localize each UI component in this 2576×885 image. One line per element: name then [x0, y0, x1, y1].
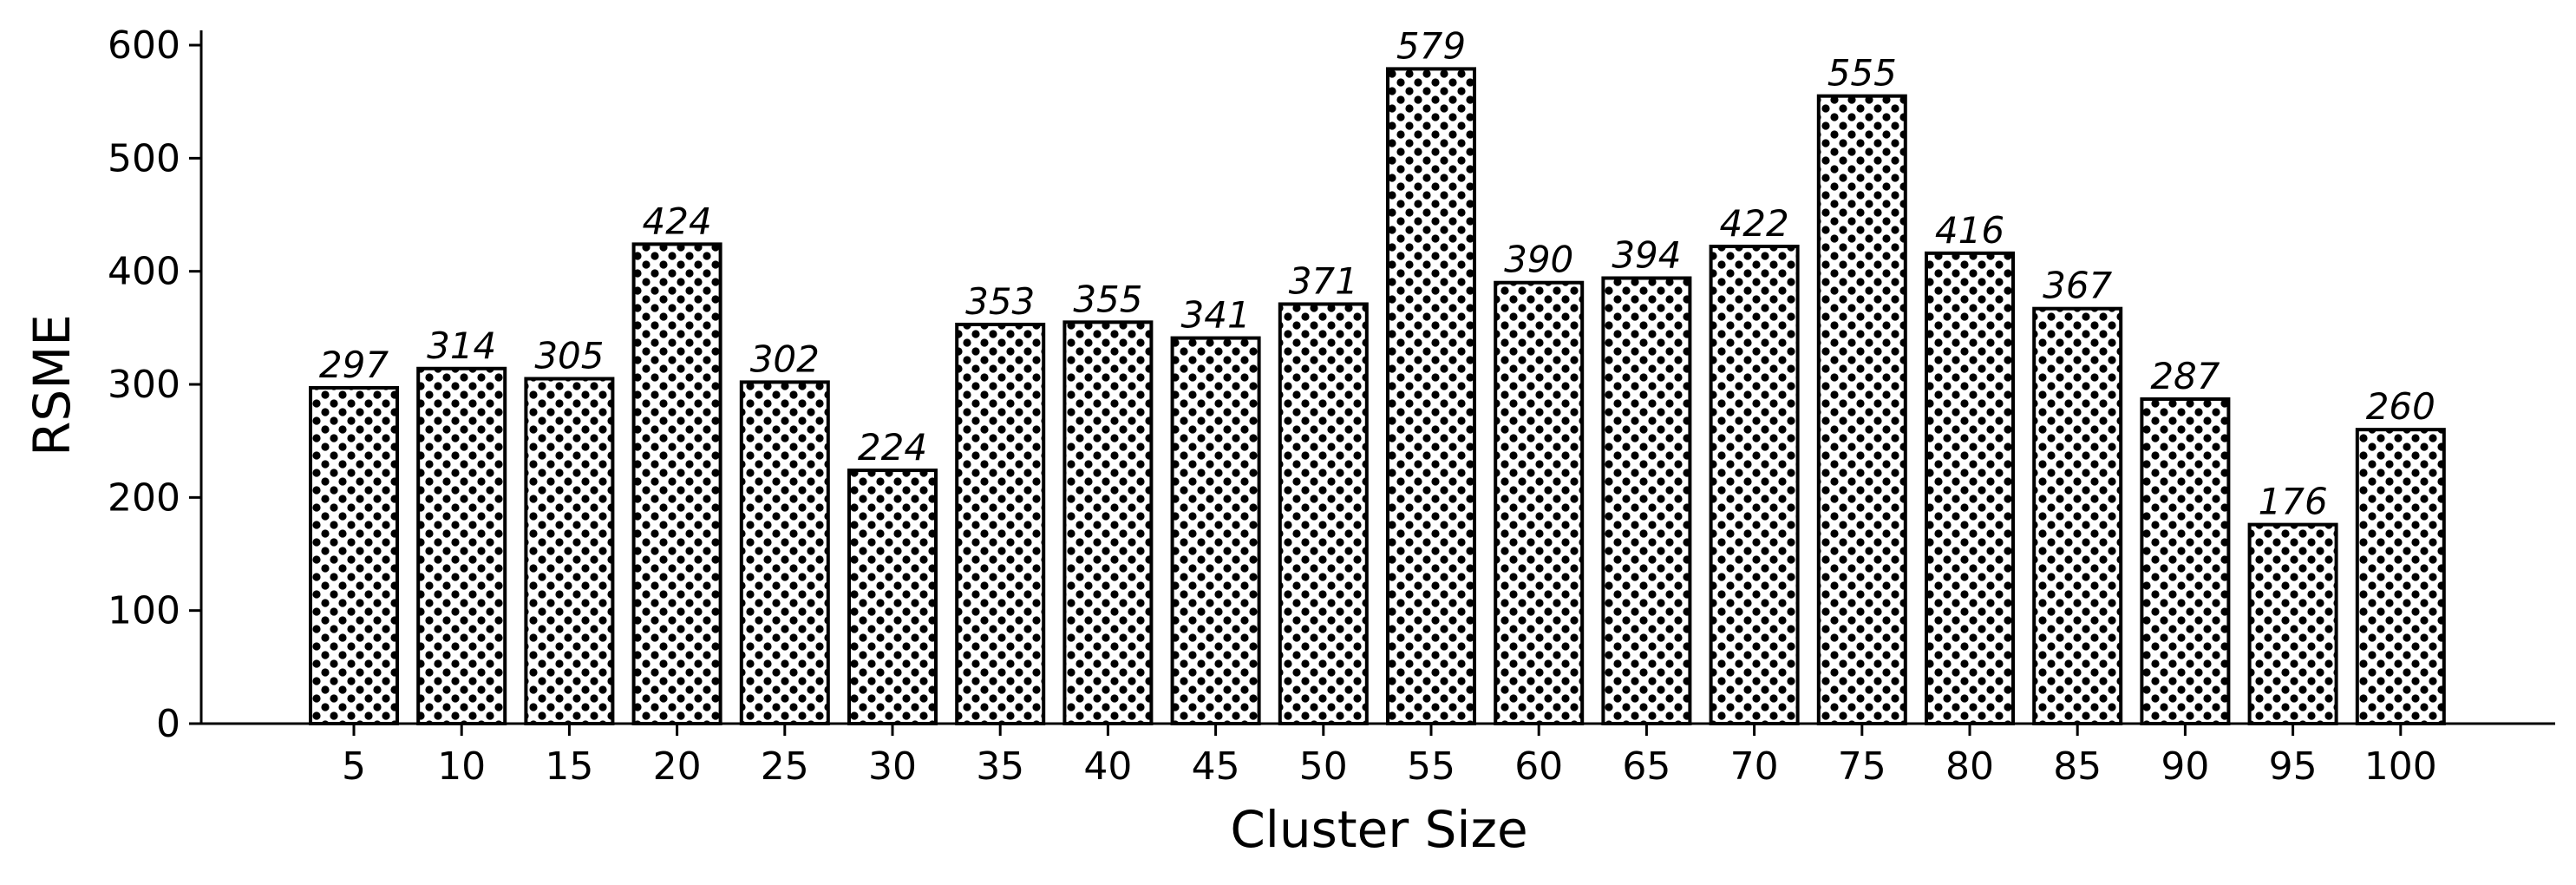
bar	[2032, 306, 2123, 725]
data-label: 305	[534, 335, 604, 377]
y-tick-label: 0	[156, 702, 180, 746]
x-tick-label: 100	[2364, 744, 2437, 789]
bar	[1170, 336, 1261, 725]
bar	[955, 322, 1046, 725]
x-tick-label: 75	[1838, 744, 1886, 789]
x-tick-label: 55	[1407, 744, 1455, 789]
bar	[1278, 302, 1369, 725]
data-label: 287	[2150, 355, 2220, 397]
axes: 0 100 200 300 400 500 600 5 10 15 20 25 30 35 40 45 50 55…	[108, 23, 2555, 789]
bar	[1386, 67, 1476, 726]
x-tick-label: 50	[1299, 744, 1348, 789]
data-label: 394	[1612, 234, 1681, 277]
x-tick-label: 90	[2161, 744, 2209, 789]
bar	[2140, 397, 2231, 725]
x-tick-label: 25	[761, 744, 809, 789]
x-tick-label: 65	[1622, 744, 1670, 789]
x-tick-label: 45	[1192, 744, 1240, 789]
x-tick-label: 95	[2269, 744, 2318, 789]
data-label: 555	[1827, 52, 1897, 95]
data-label: 341	[1181, 294, 1251, 337]
bar	[847, 469, 938, 725]
bar	[2247, 522, 2338, 725]
bar	[309, 385, 399, 725]
x-tick-label: 60	[1514, 744, 1563, 789]
y-tick-label: 200	[108, 475, 180, 520]
bar	[2355, 428, 2446, 725]
data-label: 176	[2259, 481, 2328, 523]
data-label: 416	[1935, 209, 2004, 252]
x-tick-label: 40	[1083, 744, 1132, 789]
bar	[1925, 251, 2015, 725]
x-tick-label: 80	[1945, 744, 1994, 789]
bar	[1816, 94, 1907, 726]
bar	[739, 380, 830, 725]
data-label: 579	[1396, 24, 1466, 67]
x-tick-label: 70	[1730, 744, 1779, 789]
y-tick-label: 500	[108, 136, 180, 180]
data-label: 260	[2366, 385, 2435, 428]
x-tick-label: 15	[545, 744, 593, 789]
bar	[1494, 280, 1585, 725]
data-label: 314	[427, 324, 496, 367]
x-tick-label: 30	[868, 744, 917, 789]
bar	[631, 242, 722, 725]
y-tick-label: 300	[108, 363, 180, 407]
data-label: 355	[1073, 278, 1142, 320]
x-tick-label: 85	[2053, 744, 2102, 789]
x-tick-label: 35	[976, 744, 1024, 789]
x-axis-title: Cluster Size	[1230, 800, 1527, 859]
data-label: 224	[858, 426, 927, 469]
y-axis-title: RSME	[23, 314, 82, 456]
data-label: 353	[965, 280, 1035, 323]
data-label: 367	[2043, 265, 2112, 307]
x-tick-label: 10	[437, 744, 486, 789]
x-tick-label: 5	[342, 744, 366, 789]
data-label: 422	[1720, 202, 1789, 245]
bar	[416, 366, 507, 725]
bar	[524, 377, 615, 725]
data-label: 424	[643, 200, 712, 242]
data-labels: 297 314 305 424 302 224 353 355 341 371 579 390 394 4…	[319, 24, 2435, 522]
data-label: 390	[1504, 239, 1573, 281]
bars	[309, 67, 2446, 726]
y-tick-label: 400	[108, 250, 180, 294]
data-label: 302	[750, 338, 820, 380]
bar	[1709, 245, 1800, 725]
bar	[1601, 276, 1692, 726]
data-label: 297	[319, 344, 389, 386]
data-label: 371	[1289, 259, 1358, 302]
bar	[1062, 320, 1154, 725]
y-tick-label: 600	[108, 23, 180, 68]
y-tick-label: 100	[108, 589, 180, 633]
x-tick-label: 20	[653, 744, 702, 789]
